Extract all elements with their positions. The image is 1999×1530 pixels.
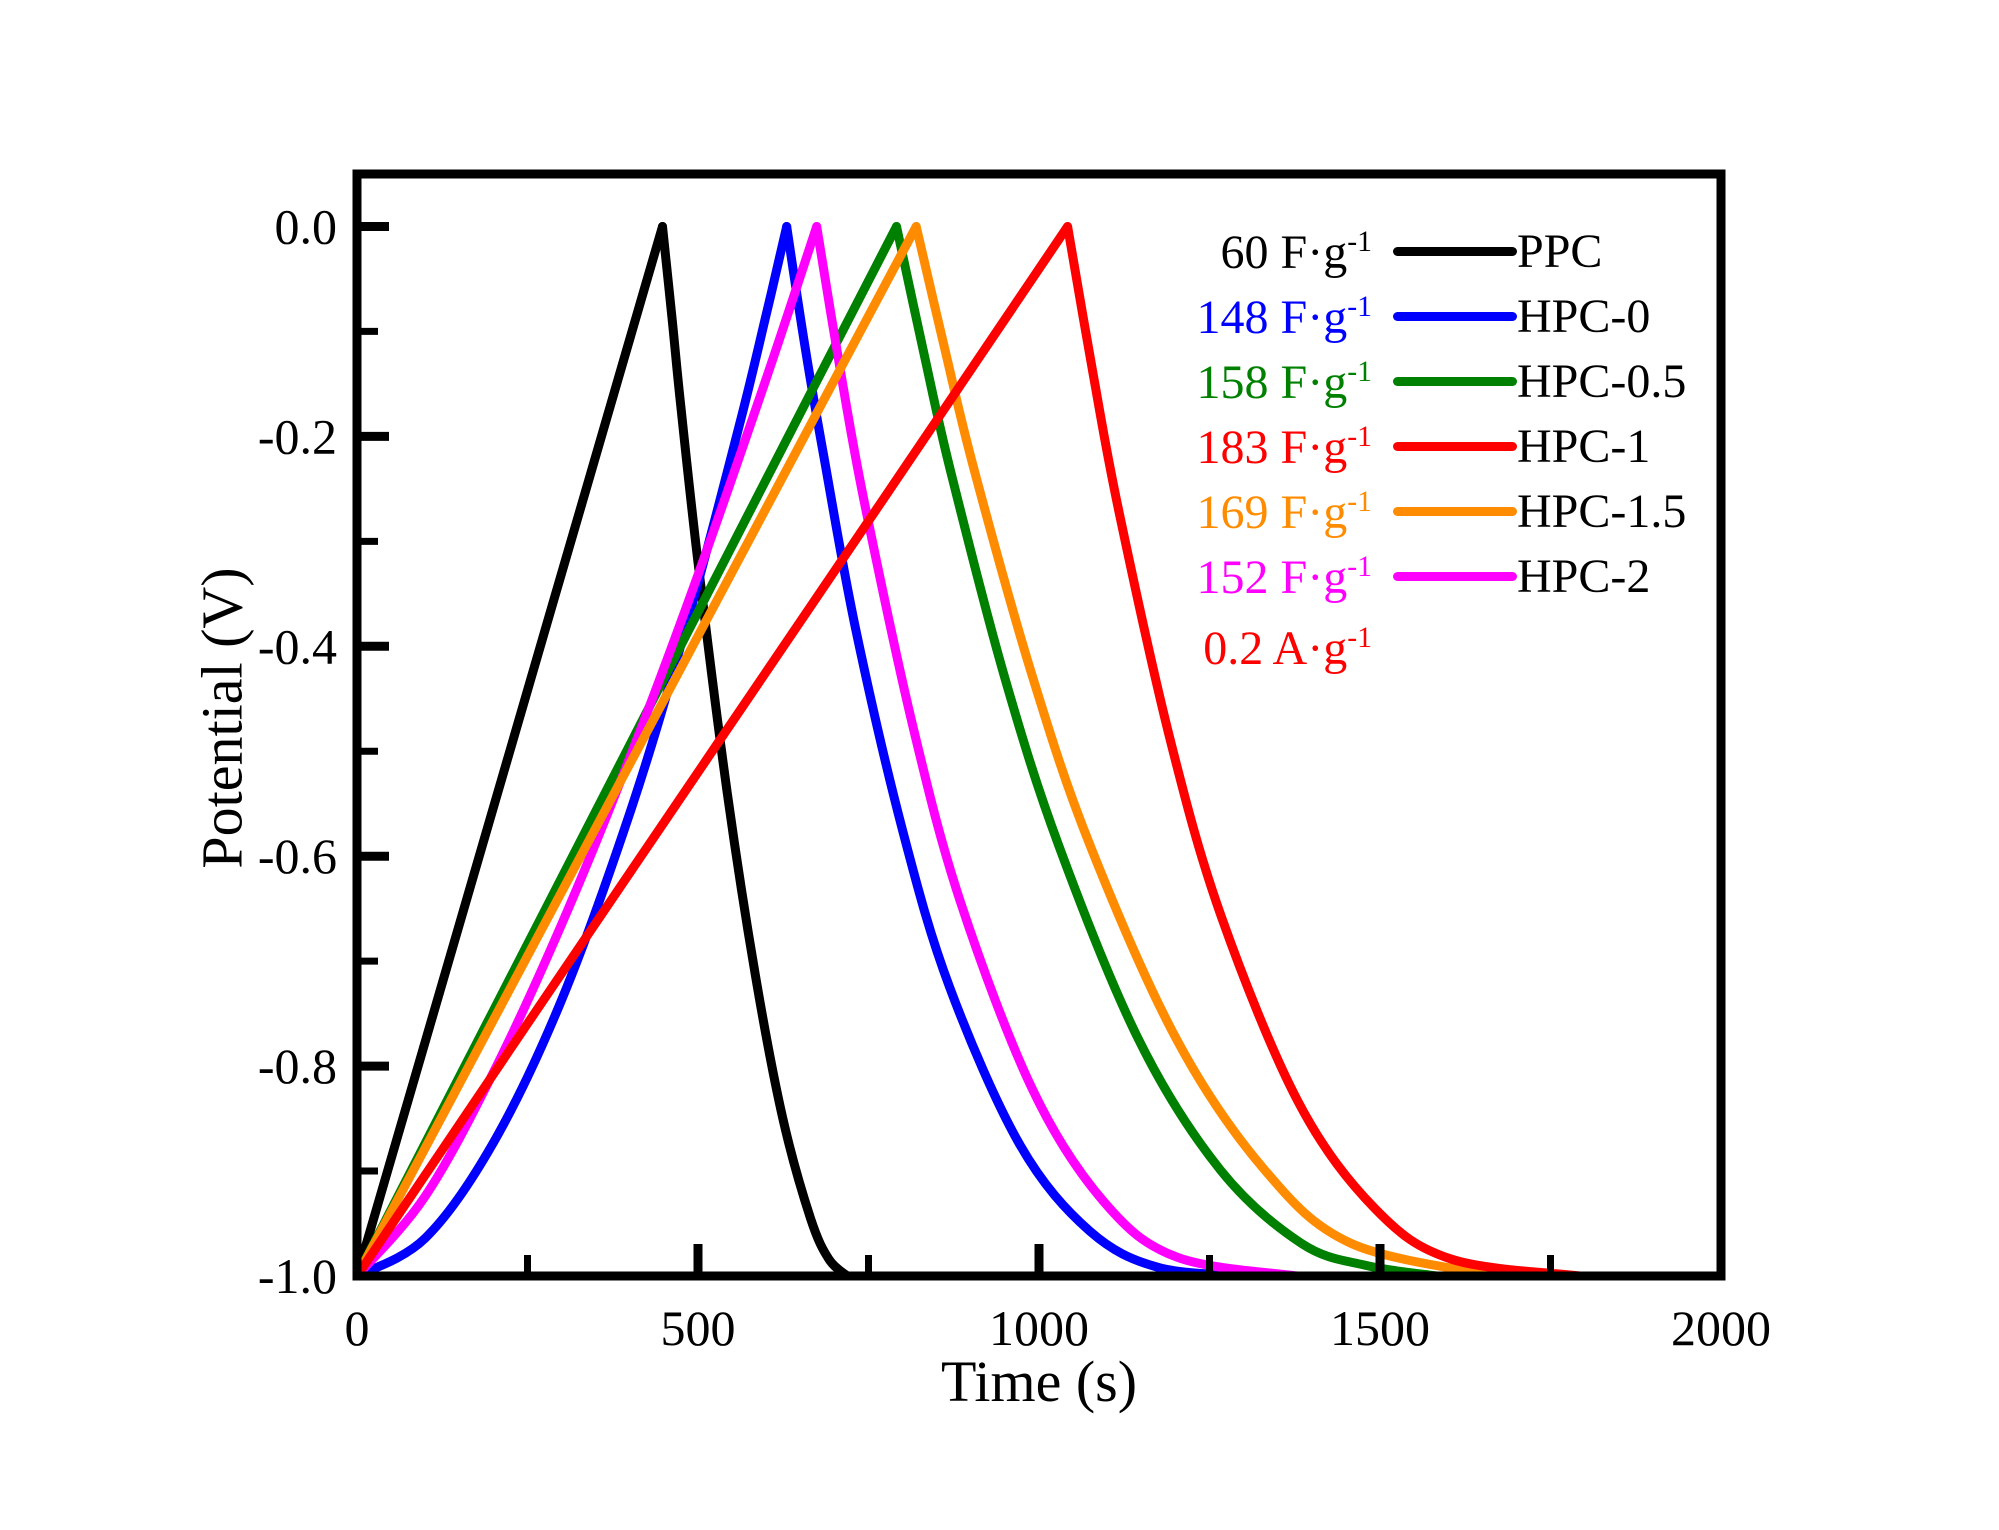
superscript: -1 (1347, 354, 1372, 388)
legend-row-hpc2: 152 F·g-1 HPC-2 (1140, 544, 1686, 609)
x-tick-label: 1500 (1330, 1300, 1430, 1356)
x-tick-label: 1000 (989, 1300, 1089, 1356)
superscript: -1 (1347, 224, 1372, 258)
gcd-curve-hpc-1.5-charge (352, 222, 921, 1281)
y-tick-label: -0.6 (258, 828, 337, 884)
x-tick-label: 2000 (1671, 1300, 1771, 1356)
x-tick-label: 0 (345, 1300, 370, 1356)
superscript: -1 (1347, 620, 1372, 654)
x-axis-title: Time (s) (940, 1349, 1138, 1414)
x-tick-label: 500 (661, 1300, 736, 1356)
capacitance-value: 169 F·g-1 (1196, 484, 1372, 539)
y-tick-label: -0.8 (258, 1038, 337, 1094)
legend-series-label: HPC-1.5 (1517, 484, 1687, 538)
y-tick-label: -0.4 (258, 618, 337, 674)
superscript: -1 (1347, 549, 1372, 583)
superscript: -1 (1347, 484, 1372, 518)
y-tick-label: 0.0 (275, 198, 338, 254)
legend-line-cell (1372, 377, 1517, 386)
legend-row-hpc05: 158 F·g-1 HPC-0.5 (1140, 349, 1687, 414)
legend-row-ppc: 60 F·g-1 PPC (1140, 219, 1686, 284)
legend-row-hpc1: 183 F·g-1 HPC-1 (1140, 414, 1686, 479)
legend-line-sample (1393, 572, 1517, 581)
legend-line-sample (1393, 247, 1517, 256)
y-tick-label: -1.0 (258, 1248, 337, 1304)
superscript: -1 (1347, 419, 1372, 453)
legend-series-label: HPC-2 (1517, 549, 1651, 603)
capacitance-value: 148 F·g-1 (1196, 289, 1372, 344)
legend-line-cell (1372, 507, 1517, 516)
legend-line-cell (1372, 312, 1517, 321)
superscript: -1 (1347, 289, 1372, 323)
gcd-curve-ppc-charge (352, 222, 667, 1281)
current-density-note: 0.2 A·g-1 (1140, 615, 1686, 680)
gcd-curve-hpc-1-charge (352, 222, 1073, 1281)
y-tick-label: -0.2 (258, 408, 337, 464)
legend-series-label: HPC-0.5 (1517, 354, 1687, 408)
legend: 60 F·g-1 PPC 148 F·g-1 HPC-0 158 F·g-1 H… (1140, 219, 1687, 680)
legend-line-sample (1393, 312, 1517, 321)
gcd-curve-hpc-2-discharge (812, 222, 1302, 1281)
legend-line-sample (1393, 507, 1517, 516)
axes-frame (352, 169, 1726, 1281)
gcd-curve-ppc-discharge (658, 222, 852, 1281)
capacitance-value: 183 F·g-1 (1196, 419, 1372, 474)
legend-series-label: HPC-1 (1517, 419, 1651, 473)
y-axis-title: Potential (V) (189, 567, 255, 869)
capacitance-value: 60 F·g-1 (1220, 224, 1372, 279)
gcd-curve-hpc-1-discharge (1063, 222, 1585, 1281)
legend-line-cell (1372, 442, 1517, 451)
gcd-curve-hpc-0-discharge (782, 222, 1257, 1281)
capacitance-value: 152 F·g-1 (1196, 549, 1372, 604)
legend-series-label: PPC (1517, 224, 1603, 278)
capacitance-value: 158 F·g-1 (1196, 354, 1372, 409)
legend-row-hpc0: 148 F·g-1 HPC-0 (1140, 284, 1686, 349)
legend-line-sample (1393, 377, 1517, 386)
current-density-value: 0.2 A·g-1 (1203, 620, 1372, 675)
gcd-curve-hpc-0-charge (352, 222, 792, 1281)
legend-line-cell (1372, 247, 1517, 256)
legend-line-cell (1372, 572, 1517, 581)
legend-row-hpc15: 169 F·g-1 HPC-1.5 (1140, 479, 1687, 544)
legend-line-sample (1393, 442, 1517, 451)
legend-series-label: HPC-0 (1517, 289, 1651, 343)
